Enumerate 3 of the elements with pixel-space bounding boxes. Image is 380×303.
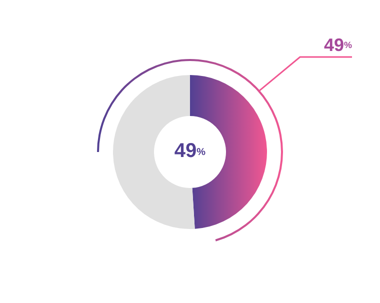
text: 49%	[174, 140, 206, 162]
text: 49%	[324, 34, 352, 55]
donut-slice	[113, 75, 195, 229]
